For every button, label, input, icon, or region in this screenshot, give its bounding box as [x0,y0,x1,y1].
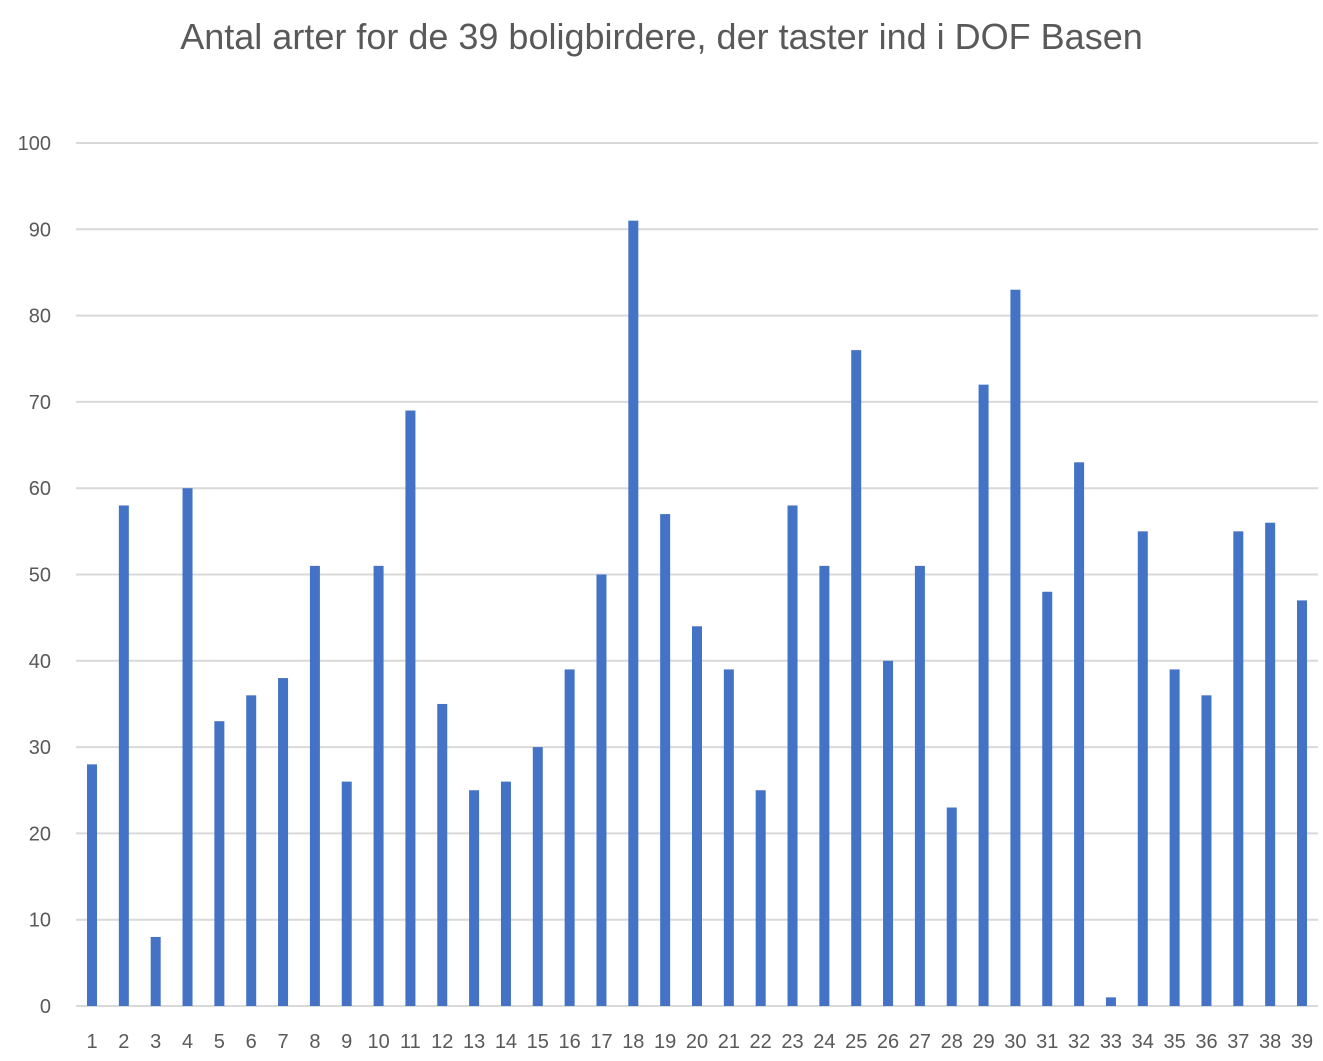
x-tick-label: 18 [622,1031,644,1053]
x-tick-label: 11 [400,1031,421,1053]
bar-19 [660,514,671,1006]
bar-21 [723,669,734,1006]
bar-10 [373,565,384,1006]
x-tick-label: 14 [495,1031,517,1053]
bar-33 [1105,997,1116,1006]
y-tick-label: 20 [29,823,51,845]
bar-13 [469,790,480,1006]
x-tick-label: 28 [941,1031,963,1053]
bar-39 [1297,600,1307,1006]
x-tick-label: 20 [686,1031,708,1053]
x-tick-label: 3 [150,1031,161,1053]
bar-12 [437,703,448,1006]
y-tick-label: 100 [18,133,51,155]
x-tick-label: 26 [877,1031,899,1053]
x-tick-label: 32 [1068,1031,1090,1053]
y-tick-label: 80 [29,306,51,328]
x-tick-label: 19 [654,1031,676,1053]
bar-17 [596,574,607,1006]
x-tick-label: 35 [1164,1031,1186,1053]
x-tick-label: 12 [431,1031,453,1053]
x-tick-label: 30 [1004,1031,1026,1053]
x-tick-label: 5 [214,1031,225,1053]
y-tick-label: 40 [29,651,51,673]
y-tick-label: 60 [29,478,51,500]
y-tick-label: 30 [29,737,51,759]
x-tick-label: 2 [118,1031,129,1053]
bar-9 [341,781,352,1006]
bar-7 [278,678,289,1006]
bar-11 [405,410,416,1006]
bar-29 [978,384,989,1006]
x-tick-label: 31 [1036,1031,1058,1053]
x-tick-label: 29 [972,1031,994,1053]
bar-15 [532,747,543,1006]
bar-6 [246,695,257,1006]
bar-36 [1201,695,1212,1006]
x-tick-label: 24 [813,1031,835,1053]
bar-26 [883,660,894,1006]
x-tick-label: 6 [246,1031,257,1053]
bar-1 [87,764,97,1006]
bar-3 [150,936,161,1006]
bar-37 [1233,531,1244,1006]
bar-31 [1042,591,1053,1006]
y-tick-label: 50 [29,565,51,587]
x-tick-label: 8 [309,1031,320,1053]
x-tick-label: 7 [277,1031,288,1053]
bar-18 [628,220,639,1007]
x-tick-label: 1 [86,1031,97,1053]
bar-30 [1010,289,1021,1007]
bar-20 [692,626,702,1006]
x-tick-label: 17 [590,1031,612,1053]
x-tick-label: 15 [527,1031,549,1053]
bar-8 [309,565,320,1006]
bar-38 [1265,522,1276,1006]
x-tick-label: 22 [750,1031,772,1053]
chart-title: Antal arter for de 39 boligbirdere, der … [180,16,1143,57]
x-tick-label: 16 [559,1031,581,1053]
x-tick-label: 13 [463,1031,485,1053]
bar-4 [182,488,193,1006]
bar-22 [755,790,766,1006]
bar-34 [1137,531,1148,1006]
x-tick-label: 39 [1291,1031,1313,1053]
y-tick-label: 90 [29,219,51,241]
bar-5 [214,721,225,1006]
x-tick-label: 36 [1195,1031,1217,1053]
bar-14 [500,781,511,1006]
x-tick-label: 27 [909,1031,931,1053]
x-tick-label: 25 [845,1031,867,1053]
x-tick-label: 33 [1100,1031,1122,1053]
x-tick-label: 38 [1259,1031,1281,1053]
y-tick-label: 10 [29,910,51,932]
x-tick-label: 34 [1132,1031,1154,1053]
bar-25 [851,350,862,1006]
bar-16 [564,669,575,1006]
bar-23 [787,505,798,1006]
bar-2 [118,505,129,1006]
x-tick-label: 21 [718,1031,740,1053]
bar-32 [1074,462,1085,1006]
x-tick-label: 23 [781,1031,803,1053]
bar-27 [914,565,925,1006]
x-tick-label: 10 [367,1031,389,1053]
x-tick-label: 9 [341,1031,352,1053]
y-tick-label: 0 [40,996,51,1018]
bar-35 [1169,669,1180,1006]
bar-28 [946,807,957,1006]
x-tick-label: 37 [1227,1031,1249,1053]
y-tick-label: 70 [29,392,51,414]
bar-24 [819,565,830,1006]
x-tick-label: 4 [182,1031,193,1053]
